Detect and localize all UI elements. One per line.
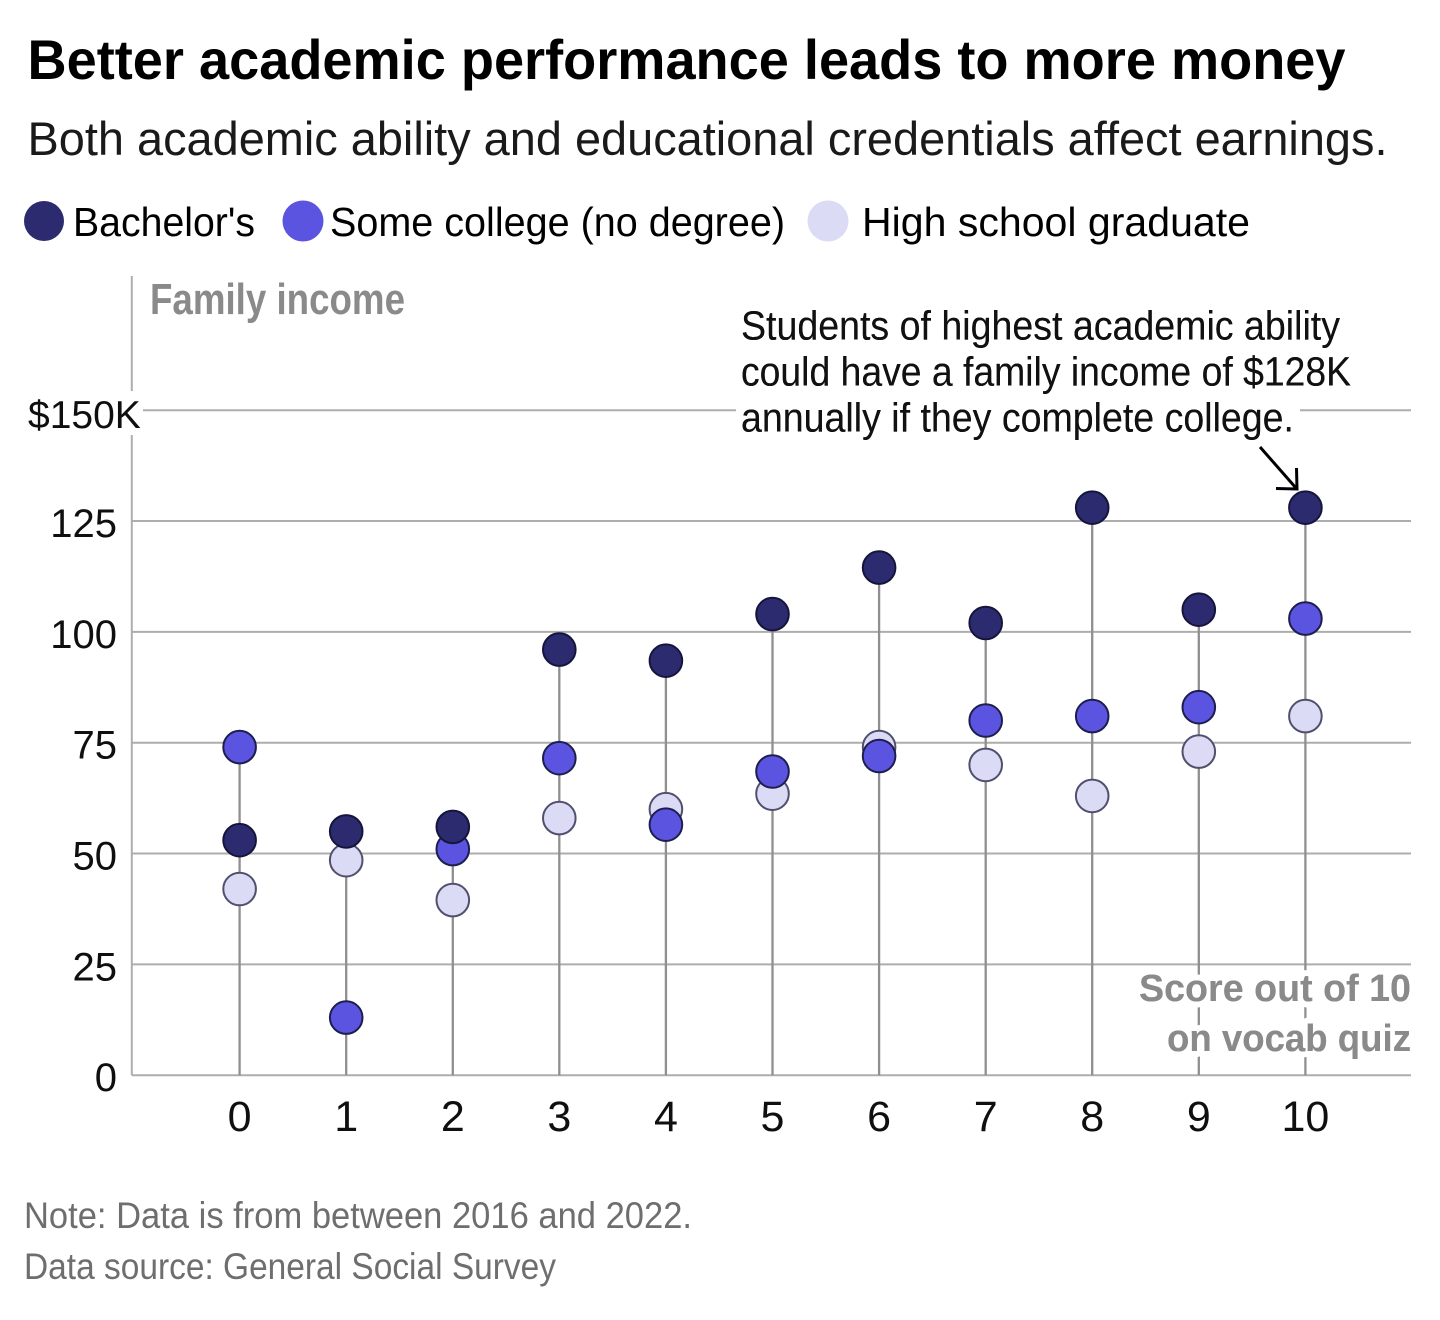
svg-text:Bachelor's: Bachelor's <box>73 199 255 245</box>
svg-text:2: 2 <box>441 1093 465 1141</box>
svg-text:Score out of 10: Score out of 10 <box>1139 968 1411 1010</box>
svg-text:Data source: General Social Su: Data source: General Social Survey <box>24 1246 556 1287</box>
svg-text:annually if they complete coll: annually if they complete college. <box>741 395 1294 441</box>
svg-text:Both academic ability and educ: Both academic ability and educational cr… <box>28 112 1388 165</box>
svg-text:Note: Data is from between 201: Note: Data is from between 2016 and 2022… <box>24 1195 692 1236</box>
svg-text:on vocab quiz: on vocab quiz <box>1167 1018 1411 1060</box>
svg-text:Family income: Family income <box>150 275 405 324</box>
svg-text:Better academic performance le: Better academic performance leads to mor… <box>28 28 1346 91</box>
svg-text:10: 10 <box>1281 1093 1329 1141</box>
svg-text:$150K: $150K <box>28 394 141 437</box>
svg-text:0: 0 <box>228 1093 252 1141</box>
svg-text:25: 25 <box>73 945 118 989</box>
svg-text:Some college (no degree): Some college (no degree) <box>330 199 785 245</box>
svg-text:on vocab quiz: on vocab quiz <box>1167 1018 1411 1060</box>
svg-text:9: 9 <box>1187 1093 1211 1141</box>
svg-text:125: 125 <box>50 502 117 546</box>
svg-text:4: 4 <box>654 1093 678 1141</box>
svg-text:Students of highest academic a: Students of highest academic ability <box>741 303 1340 349</box>
svg-text:could have a family income of: could have a family income of $128K <box>741 349 1351 395</box>
svg-text:7: 7 <box>974 1093 998 1141</box>
svg-text:75: 75 <box>73 724 118 768</box>
svg-text:Students of highest academic a: Students of highest academic ability <box>741 303 1340 349</box>
svg-text:High school graduate: High school graduate <box>862 199 1250 245</box>
svg-text:1: 1 <box>334 1093 358 1141</box>
svg-text:Score out of 10: Score out of 10 <box>1139 968 1411 1010</box>
svg-text:6: 6 <box>867 1093 891 1141</box>
svg-text:3: 3 <box>547 1093 571 1141</box>
svg-text:annually if they complete coll: annually if they complete college. <box>741 395 1294 441</box>
svg-text:5: 5 <box>761 1093 785 1141</box>
svg-text:0: 0 <box>95 1056 117 1100</box>
svg-text:8: 8 <box>1080 1093 1104 1141</box>
svg-text:could have a family income of: could have a family income of $128K <box>741 349 1351 395</box>
svg-text:100: 100 <box>50 613 117 657</box>
svg-text:50: 50 <box>73 835 118 879</box>
